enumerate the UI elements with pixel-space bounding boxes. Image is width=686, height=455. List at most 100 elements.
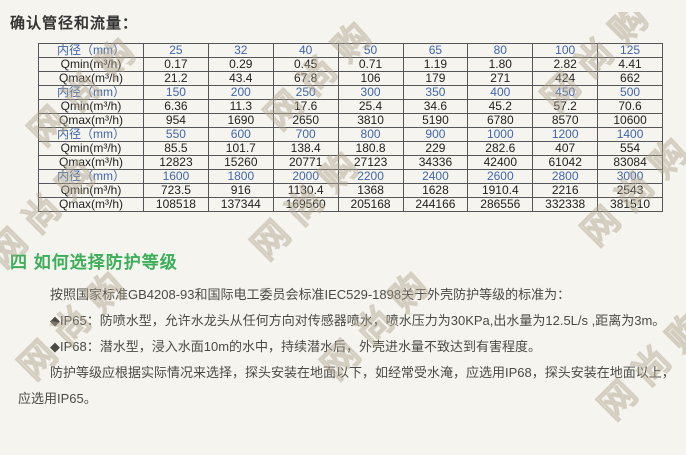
row-label-cell: Qmax(m³/h) [38,155,144,170]
value-cell: 1000 [467,127,534,142]
value-cell: 407 [532,141,599,156]
value-cell: 250 [272,85,339,100]
value-cell: 20771 [272,155,339,170]
body-paragraph: 按照国家标准GB4208-93和国际电工委员会标准IEC529-1898关于外壳… [50,287,571,302]
value-cell: 1.19 [402,57,469,72]
value-cell: 3000 [597,169,663,184]
row-label-cell: 内径（mm） [38,85,144,100]
value-cell: 1690 [207,113,274,128]
row-label-cell: Qmin(m³/h) [38,57,144,72]
value-cell: 101.7 [207,141,274,156]
row-label-cell: Qmax(m³/h) [38,197,144,212]
value-cell: 0.71 [337,57,404,72]
value-cell: 450 [532,85,599,100]
value-cell: 554 [597,141,663,156]
value-cell: 125 [597,43,663,58]
value-cell: 381510 [597,197,663,212]
value-cell: 2650 [272,113,339,128]
table-row-qmax: Qmax(m³/h) 108518 137344 169560 205168 244166… [38,197,663,212]
value-cell: 21.2 [143,71,209,86]
value-cell: 900 [402,127,469,142]
value-cell: 67.8 [272,71,339,86]
flow-rate-table: 内径（mm） 25 32 40 50 65 80 100 125 Qmin(m³/h) 0.17 0.… [38,43,663,212]
table-row-diameter: 内径（mm） 150 200 250 300 350 400 450 500 [38,85,663,100]
value-cell: 83084 [597,155,663,170]
value-cell: 550 [143,127,209,142]
value-cell: 137344 [207,197,274,212]
row-label-cell: 内径（mm） [38,169,144,184]
value-cell: 150 [143,85,209,100]
value-cell: 43.4 [207,71,274,86]
value-cell: 271 [467,71,534,86]
value-cell: 5190 [402,113,469,128]
value-cell: 15260 [207,155,274,170]
table-row-qmax: Qmax(m³/h) 21.2 43.4 67.8 106 179 271 424 662 [38,71,663,86]
value-cell: 138.4 [272,141,339,156]
value-cell: 954 [143,113,209,128]
value-cell: 2543 [597,183,663,198]
value-cell: 424 [532,71,599,86]
value-cell: 350 [402,85,469,100]
flow-section-title: 确认管径和流量： [10,15,139,32]
value-cell: 500 [597,85,663,100]
value-cell: 42400 [467,155,534,170]
value-cell: 57.2 [532,99,599,114]
value-cell: 25 [143,43,209,58]
value-cell: 100 [532,43,599,58]
table-row-qmin: Qmin(m³/h) 723.5 916 1130.4 1368 1628 1910.4 22… [38,183,663,198]
value-cell: 108518 [143,197,209,212]
value-cell: 80 [467,43,534,58]
body-paragraph: ◆IP65：防喷水型，允许水龙头从任何方向对传感器喷水，喷水压力为30KPa,出… [50,313,666,328]
row-label-cell: 内径（mm） [38,127,144,142]
value-cell: 2.82 [532,57,599,72]
table-row-diameter: 内径（mm） 1600 1800 2000 2200 2400 2600 2800 3000 [38,169,663,184]
value-cell: 1800 [207,169,274,184]
protection-paragraphs: 按照国家标准GB4208-93和国际电工委员会标准IEC529-1898关于外壳… [0,282,686,412]
table-row-diameter: 内径（mm） 25 32 40 50 65 80 100 125 [38,43,663,58]
value-cell: 723.5 [143,183,209,198]
value-cell: 61042 [532,155,599,170]
value-cell: 286556 [467,197,534,212]
value-cell: 2400 [402,169,469,184]
value-cell: 0.29 [207,57,274,72]
value-cell: 1910.4 [467,183,534,198]
value-cell: 17.6 [272,99,339,114]
body-paragraph: 防护等级应根据实际情况来选择，探头安装在地面以下，如经常受水淹，应选用IP68，… [18,365,675,406]
value-cell: 916 [207,183,274,198]
value-cell: 27123 [337,155,404,170]
value-cell: 700 [272,127,339,142]
value-cell: 800 [337,127,404,142]
value-cell: 70.6 [597,99,663,114]
value-cell: 662 [597,71,663,86]
value-cell: 400 [467,85,534,100]
value-cell: 65 [402,43,469,58]
table-row-qmax: Qmax(m³/h) 12823 15260 20771 27123 34336 42400… [38,155,663,170]
value-cell: 179 [402,71,469,86]
row-label-cell: Qmin(m³/h) [38,183,144,198]
value-cell: 32 [207,43,274,58]
value-cell: 0.17 [143,57,209,72]
value-cell: 8570 [532,113,599,128]
value-cell: 34.6 [402,99,469,114]
value-cell: 34336 [402,155,469,170]
value-cell: 332338 [532,197,599,212]
value-cell: 10600 [597,113,663,128]
value-cell: 1600 [143,169,209,184]
value-cell: 1130.4 [272,183,339,198]
value-cell: 3810 [337,113,404,128]
value-cell: 85.5 [143,141,209,156]
value-cell: 40 [272,43,339,58]
value-cell: 1368 [337,183,404,198]
row-label-cell: Qmin(m³/h) [38,141,144,156]
value-cell: 180.8 [337,141,404,156]
value-cell: 1200 [532,127,599,142]
table-row-diameter: 内径（mm） 550 600 700 800 900 1000 1200 1400 [38,127,663,142]
value-cell: 106 [337,71,404,86]
value-cell: 205168 [337,197,404,212]
value-cell: 2200 [337,169,404,184]
value-cell: 12823 [143,155,209,170]
table-row-qmax: Qmax(m³/h) 954 1690 2650 3810 5190 6780 8570 106… [38,113,663,128]
value-cell: 4.41 [597,57,663,72]
row-label-cell: Qmax(m³/h) [38,71,144,86]
table-row-qmin: Qmin(m³/h) 85.5 101.7 138.4 180.8 229 282.6 407… [38,141,663,156]
